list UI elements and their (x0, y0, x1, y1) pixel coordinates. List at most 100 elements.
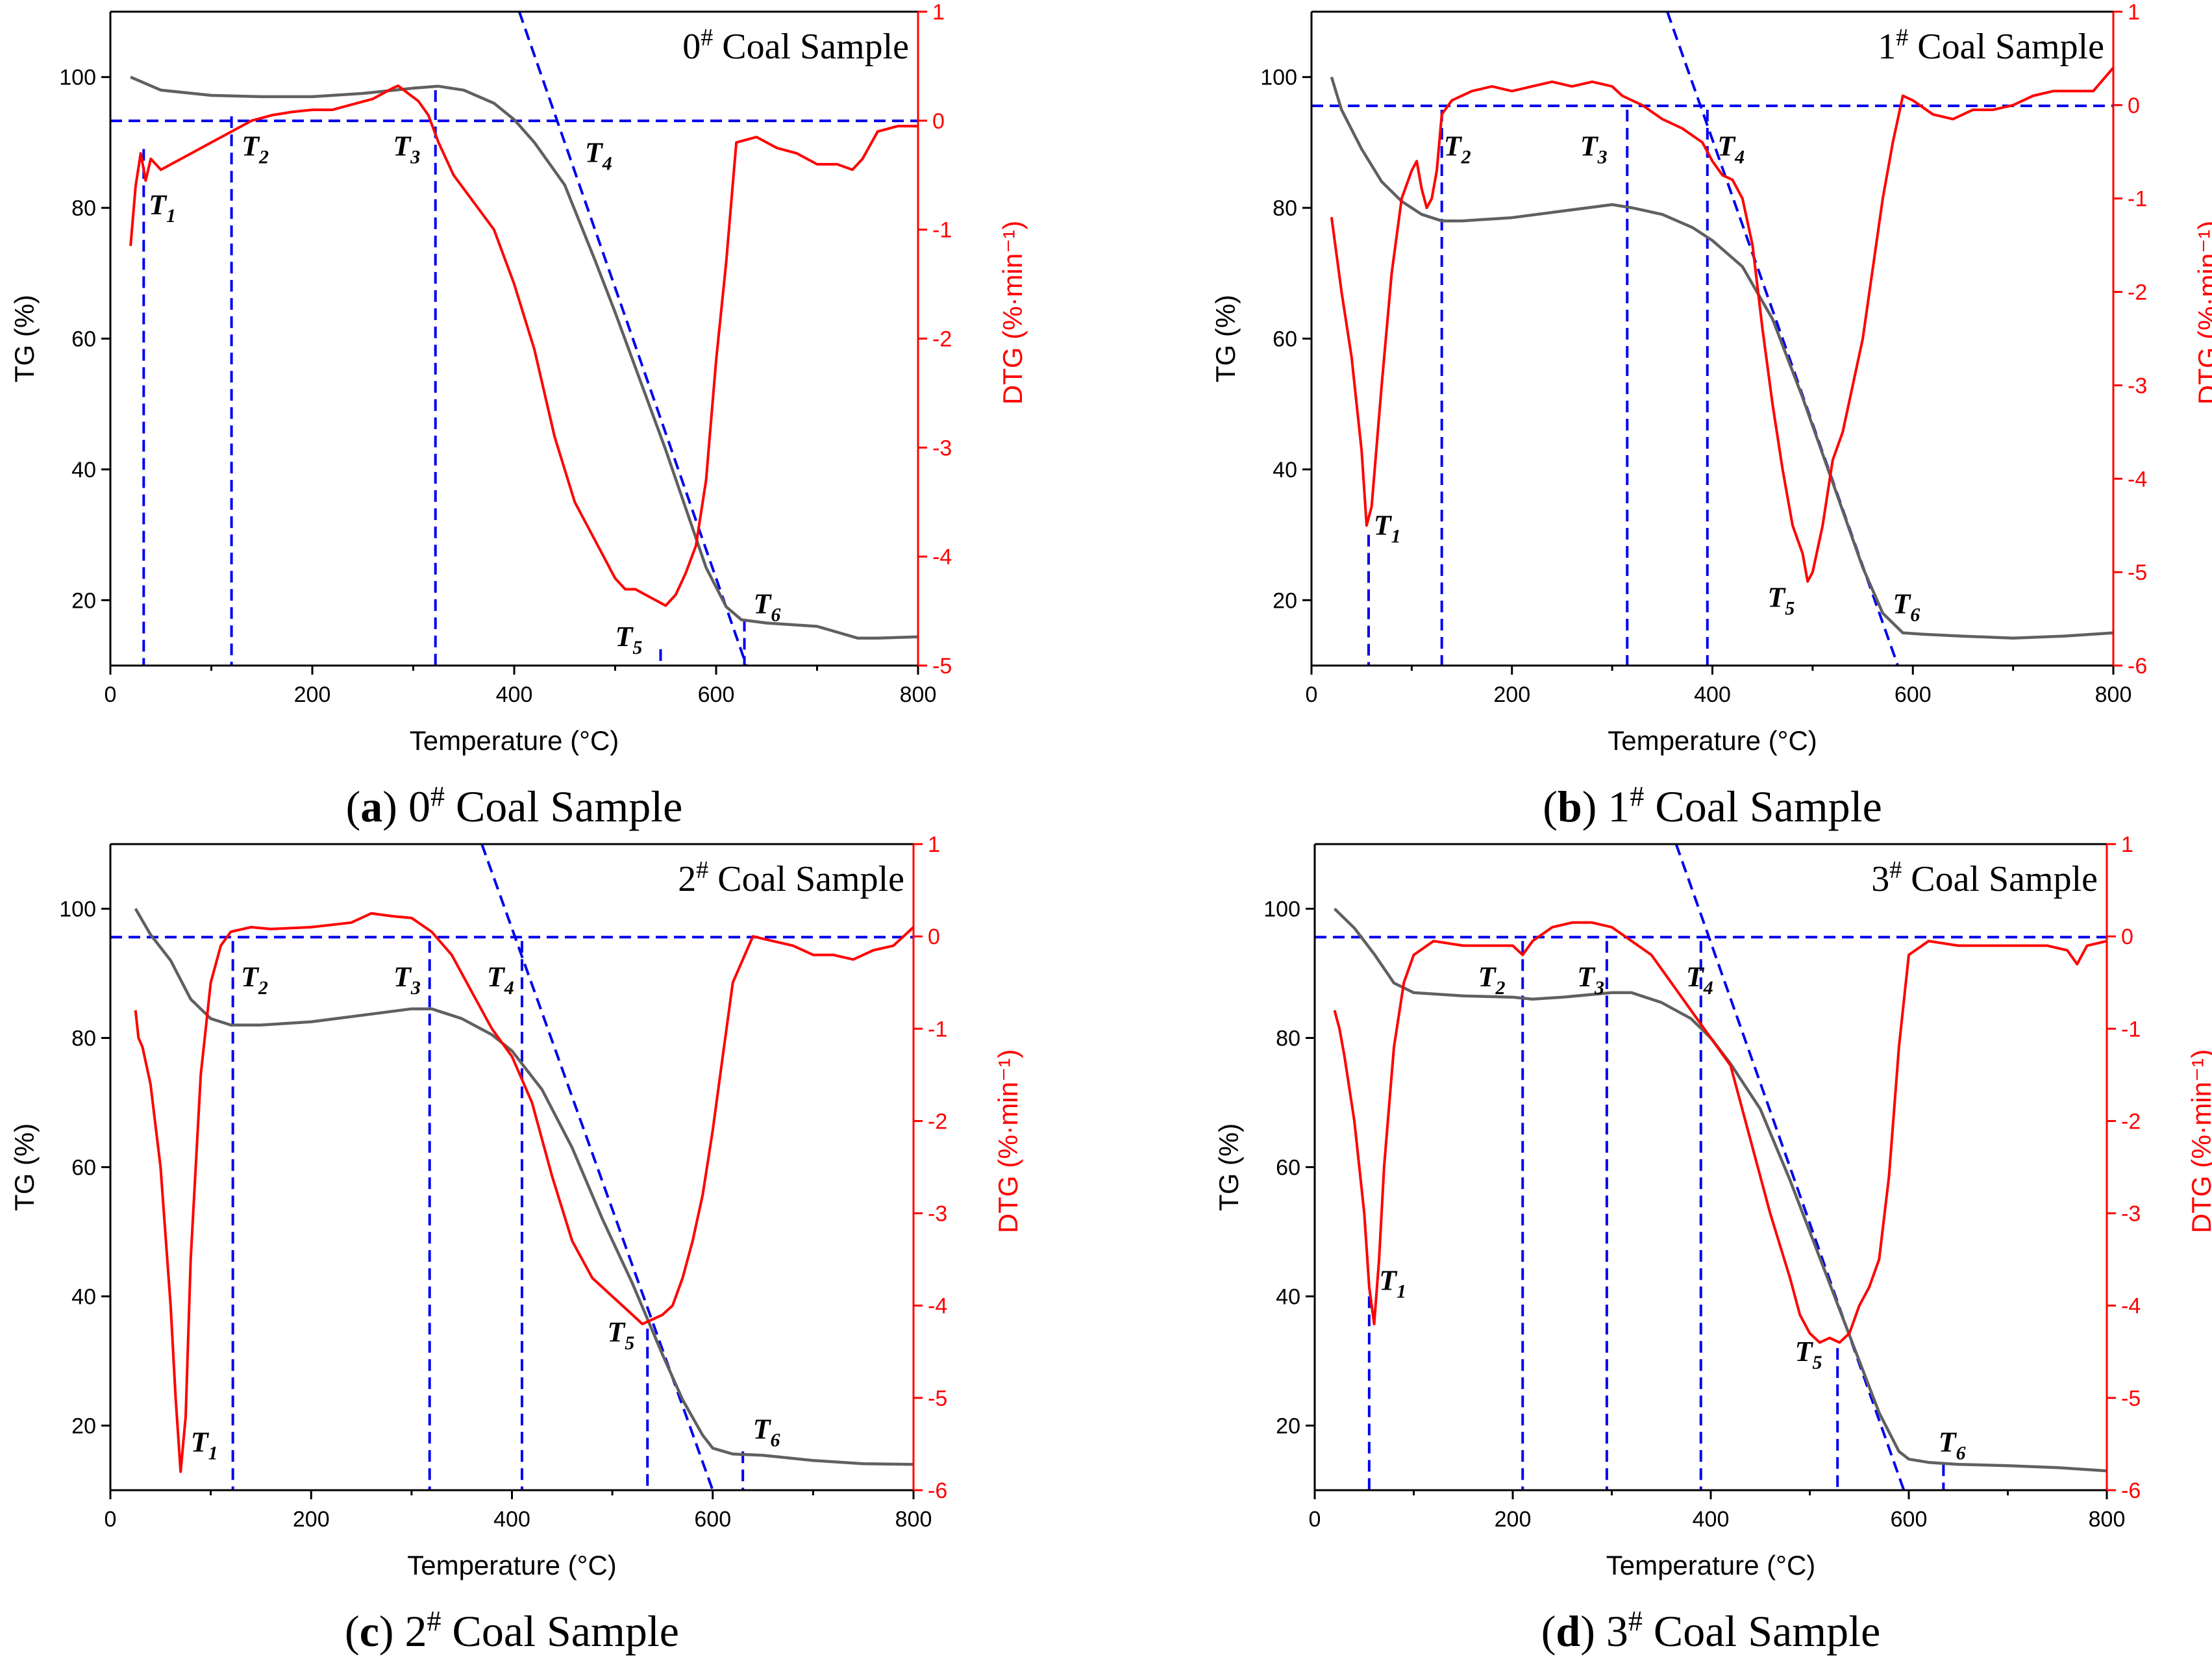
tg-curve (1330, 77, 2113, 640)
caption-sup: # (1630, 780, 1644, 812)
x-tick-label: 400 (496, 682, 533, 707)
x-tick-label: 400 (1694, 682, 1731, 707)
y-left-tick-label: 40 (71, 1285, 96, 1310)
annotation-subscript: 6 (1910, 604, 1920, 625)
annotation-t3: T3 (1577, 961, 1604, 999)
panel-caption: (b) 1# Coal Sample (1543, 780, 1882, 831)
annotation-t4: T4 (585, 137, 612, 175)
panel-a: 0 200 400 600 80020406080100-5-4-3-2-101Temp… (9, 0, 1028, 831)
caption-letter: a (360, 782, 382, 831)
annotation-t1: T1 (1374, 510, 1401, 547)
y-right-axis-title: DTG (%·min⁻¹) (993, 1049, 1023, 1233)
y-right-tick-label: -5 (2128, 560, 2147, 585)
x-axis-title: Temperature (°C) (1606, 1550, 1816, 1580)
caption-letter: b (1558, 782, 1582, 831)
annotation-subscript: 2 (1461, 147, 1471, 168)
y-right-tick-label: 0 (932, 109, 945, 134)
y-right-tick-label: -2 (2121, 1109, 2141, 1134)
tangent-guide (1674, 844, 1906, 1490)
tangent-guide (480, 844, 714, 1490)
panel-c: 0 200 400 600 800 20 40 60 80 100 -6 -5 -4 -3 -2 -1 0 1 Te… (9, 832, 1023, 1656)
caption-number: 0 (408, 782, 430, 831)
caption-tail: Coal Sample (1644, 782, 1882, 831)
x-axis-title: Temperature (°C) (407, 1550, 617, 1580)
annotation-t5: T5 (615, 621, 643, 658)
y-left-tick-label: 80 (71, 1027, 96, 1051)
annotation-t6: T6 (754, 588, 781, 625)
tangent-guide (1666, 12, 1899, 666)
tg-curve (134, 908, 913, 1466)
panel-title-rest: Coal Sample (1902, 859, 2098, 899)
x-tick-label: 0 (1306, 682, 1318, 707)
y-left-tick-label: 60 (1276, 1156, 1300, 1180)
tangent-guide (517, 12, 748, 666)
y-right-tick-label: -1 (932, 218, 952, 243)
y-right-tick-label: -3 (2128, 373, 2147, 398)
x-tick-label: 0 (105, 682, 117, 707)
y-left-tick-label: 100 (59, 897, 96, 922)
y-left-axis-title: TG (%) (1210, 295, 1241, 382)
y-right-tick-label: -5 (2121, 1386, 2141, 1411)
caption-tail: Coal Sample (1643, 1606, 1880, 1656)
panel-caption: (c) 2# Coal Sample (345, 1605, 679, 1656)
panel-d: 0 200 400 600 800 20 40 60 80 100 -6 -5 -4 -3 -2 -1 0 1 Te… (1213, 832, 2212, 1656)
y-right-axis-title: DTG (%·min⁻¹) (2193, 221, 2212, 405)
y-right-tick-label: -2 (928, 1109, 947, 1134)
annotation-subscript: 6 (771, 604, 780, 625)
annotation-t4: T4 (1717, 131, 1745, 168)
y-left-tick-label: 40 (71, 458, 96, 482)
annotation-t5: T5 (607, 1316, 634, 1354)
annotation-t1: T1 (1379, 1265, 1406, 1303)
x-tick-label: 800 (2089, 1507, 2126, 1532)
tg-curve (1333, 907, 2107, 1473)
annotation-t4: T4 (1686, 961, 1713, 999)
panel-title-number: 0 (682, 27, 701, 67)
guide-lines (110, 12, 918, 666)
y-right-tick-label: 1 (2121, 832, 2133, 857)
y-left-tick-label: 80 (1273, 196, 1297, 221)
annotation-subscript: 1 (1397, 1281, 1406, 1303)
caption-letter: d (1556, 1606, 1580, 1656)
annotation-subscript: 6 (1956, 1442, 1966, 1464)
y-left-tick-label: 80 (1276, 1027, 1300, 1051)
y-right-tick-label: 1 (928, 832, 940, 857)
annotation-t3: T3 (393, 131, 420, 168)
annotation-subscript: 5 (632, 637, 642, 658)
caption-letter: c (360, 1606, 379, 1656)
annotation-t6: T6 (753, 1413, 780, 1451)
annotation-subscript: 1 (208, 1442, 218, 1464)
caption-tail: Coal Sample (445, 782, 682, 831)
panel-b: 0 200 400 600 800 20 40 60 80 100 -6 -5 -4 -3 -2 -1 0 1 Te… (1210, 0, 2212, 831)
annotation-subscript: 2 (1495, 977, 1506, 999)
y-left-tick-label: 20 (1273, 588, 1297, 613)
annotation-subscript: 3 (1594, 977, 1604, 999)
y-right-tick-label: -1 (2121, 1017, 2141, 1042)
y-right-tick-label: -3 (928, 1202, 947, 1227)
annotation-t2: T2 (242, 131, 269, 168)
tg-curve (130, 75, 918, 640)
panel-title-sup: # (701, 24, 713, 51)
y-right-tick-label: -4 (932, 545, 952, 569)
x-tick-label: 600 (698, 682, 735, 707)
x-tick-label: 800 (2095, 682, 2132, 707)
x-tick-label: 200 (294, 682, 331, 707)
x-axis-title: Temperature (°C) (1608, 725, 1817, 756)
annotation-subscript: 4 (1703, 977, 1713, 999)
caption-tail: Coal Sample (441, 1606, 679, 1656)
panel-title-rest: Coal Sample (708, 859, 904, 899)
dtg-curve (134, 912, 913, 1473)
y-left-axis-title: TG (%) (9, 1123, 40, 1211)
caption-number: 3 (1606, 1606, 1628, 1656)
panel-title-number: 3 (1871, 859, 1889, 899)
y-right-tick-label: -3 (932, 436, 952, 460)
y-right-tick-label: 0 (2128, 94, 2140, 118)
y-left-axis-title: TG (%) (1213, 1123, 1244, 1211)
annotation-subscript: 1 (1391, 526, 1401, 547)
panel-title-sup: # (1889, 856, 1902, 884)
annotation-t2: T2 (1478, 961, 1506, 999)
annotation-t1: T1 (149, 189, 176, 227)
y-right-tick-label: -6 (2121, 1479, 2141, 1503)
x-tick-label: 0 (105, 1507, 117, 1532)
annotation-t5: T5 (1795, 1336, 1822, 1373)
